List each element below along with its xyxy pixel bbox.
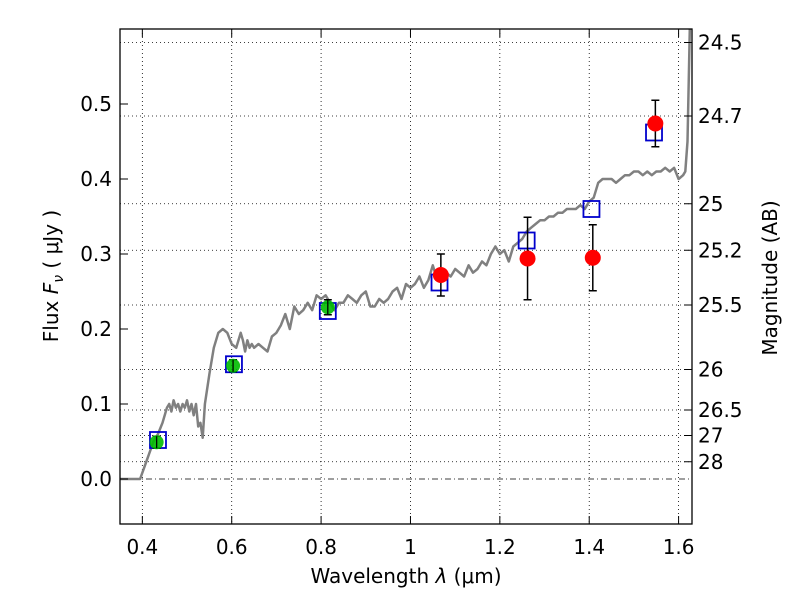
y-axis-title-symbol: F [39,282,63,294]
x-axis-title: Wavelength λ (μm) [310,564,501,588]
observed-point-red [584,249,601,266]
y2-tick-label: 25.5 [698,293,743,317]
y-axis-title-unit: ( μJy ) [39,210,63,275]
y2-tick-label: 25.2 [698,238,743,262]
model-flux-box [517,231,536,250]
plot-data [120,28,692,481]
x-tick-label: 0.6 [216,535,248,559]
y2-tick-label: 27 [698,424,723,448]
x-tick-label: 1.2 [484,535,516,559]
x-tick-label: 0.8 [305,535,337,559]
observed-point-red [647,115,664,132]
y2-tick-label: 26 [698,358,723,382]
x-axis-title-unit: (μm) [447,564,501,588]
y2-tick-label: 26.5 [698,398,743,422]
grid-lines [120,29,692,524]
axis-ticks: 0.4 0.6 0.8 1 1.2 1.4 1.6 0.0 0.1 0.2 0.3 0.4 0.5 24.… [80,29,743,559]
y2-tick-label: 25 [698,192,723,216]
x-tick-label: 1.6 [663,535,695,559]
y-tick-label: 0.1 [80,392,112,416]
y-tick-label: 0.4 [80,167,112,191]
y2-tick-label: 24.7 [698,104,743,128]
y-axis-title-subscript: ν [51,275,67,283]
y-tick-label: 0.3 [80,242,112,266]
template-spectrum-line [120,28,692,481]
y2-tick-label: 24.5 [698,31,743,55]
y-tick-label: 0.5 [80,92,112,116]
plot-frame [119,28,693,525]
observed-point-red [432,267,449,283]
x-tick-label: 1.4 [573,535,605,559]
y-axis-title-text: Flux [39,294,63,342]
x-axis-title-symbol: λ [434,564,447,588]
x-tick-label: 1 [404,535,417,559]
y-tick-label: 0.2 [80,317,112,341]
x-tick-label: 0.4 [126,535,158,559]
y-axis-title: Flux Fν ( μJy ) [39,210,67,342]
y2-tick-label: 28 [698,450,723,474]
model-flux-box [582,200,601,218]
y2-axis-title: Magnitude (AB) [758,200,782,355]
x-axis-title-text: Wavelength [310,564,435,588]
y-tick-label: 0.0 [80,467,112,491]
observed-point-red [519,250,536,267]
